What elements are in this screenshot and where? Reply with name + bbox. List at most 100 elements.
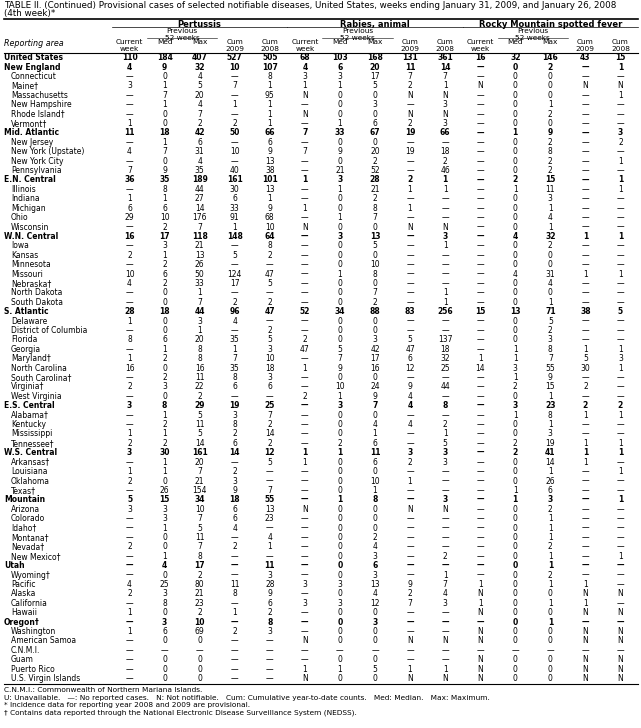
Text: 4: 4 xyxy=(232,317,237,325)
Text: —: — xyxy=(231,646,238,655)
Text: 1: 1 xyxy=(618,175,623,184)
Text: 5: 5 xyxy=(197,411,202,419)
Text: 2: 2 xyxy=(618,138,623,147)
Text: Cum
2009: Cum 2009 xyxy=(401,39,420,52)
Text: 32: 32 xyxy=(440,355,450,363)
Text: 0: 0 xyxy=(513,514,518,523)
Text: 20: 20 xyxy=(195,336,204,344)
Text: 1: 1 xyxy=(303,364,307,373)
Text: —: — xyxy=(126,458,133,467)
Text: 0: 0 xyxy=(338,486,342,495)
Text: 14: 14 xyxy=(195,204,204,213)
Text: 1: 1 xyxy=(267,110,272,119)
Text: 1: 1 xyxy=(338,213,342,222)
Text: 1: 1 xyxy=(548,523,553,533)
Text: —: — xyxy=(406,523,414,533)
Text: 5: 5 xyxy=(548,317,553,325)
Text: 2: 2 xyxy=(267,250,272,260)
Text: 4: 4 xyxy=(127,580,132,589)
Text: 7: 7 xyxy=(197,467,202,476)
Text: 55: 55 xyxy=(545,364,555,373)
Text: 9: 9 xyxy=(162,166,167,175)
Text: Wisconsin: Wisconsin xyxy=(11,223,49,232)
Text: 2: 2 xyxy=(197,608,202,617)
Text: —: — xyxy=(617,166,624,175)
Text: 0: 0 xyxy=(513,72,518,81)
Text: 9: 9 xyxy=(372,392,378,401)
Text: —: — xyxy=(231,674,238,683)
Text: 1: 1 xyxy=(618,448,623,457)
Text: —: — xyxy=(406,298,414,306)
Text: N: N xyxy=(583,627,588,636)
Text: —: — xyxy=(581,317,589,325)
Text: 1: 1 xyxy=(162,100,167,109)
Text: 1: 1 xyxy=(618,411,623,419)
Text: N: N xyxy=(407,674,413,683)
Text: 18: 18 xyxy=(159,307,170,316)
Text: N: N xyxy=(442,674,448,683)
Text: 1: 1 xyxy=(583,232,588,241)
Text: Montana†: Montana† xyxy=(11,533,49,542)
Text: 47: 47 xyxy=(265,269,275,279)
Text: —: — xyxy=(266,655,274,664)
Text: Minnesota: Minnesota xyxy=(11,260,51,269)
Text: —: — xyxy=(126,486,133,495)
Text: —: — xyxy=(301,260,309,269)
Text: —: — xyxy=(617,514,624,523)
Text: 3: 3 xyxy=(548,194,553,203)
Text: 27: 27 xyxy=(195,194,204,203)
Text: 1: 1 xyxy=(583,580,588,589)
Text: 0: 0 xyxy=(338,223,342,232)
Text: —: — xyxy=(406,514,414,523)
Text: —: — xyxy=(196,646,203,655)
Text: 9: 9 xyxy=(408,382,413,392)
Text: —: — xyxy=(441,411,449,419)
Text: —: — xyxy=(301,373,309,382)
Text: —: — xyxy=(406,411,414,419)
Text: 7: 7 xyxy=(197,514,202,523)
Text: 0: 0 xyxy=(338,204,342,213)
Text: N: N xyxy=(442,91,448,100)
Text: —: — xyxy=(301,571,309,579)
Text: 0: 0 xyxy=(372,110,378,119)
Text: 1: 1 xyxy=(338,665,342,673)
Text: 68: 68 xyxy=(265,213,274,222)
Text: 0: 0 xyxy=(372,223,378,232)
Text: 7: 7 xyxy=(197,542,202,551)
Text: C.N.M.I.: C.N.M.I. xyxy=(11,646,40,655)
Text: —: — xyxy=(231,110,238,119)
Text: 1: 1 xyxy=(197,288,202,298)
Text: 3: 3 xyxy=(513,364,518,373)
Text: 1: 1 xyxy=(548,420,553,429)
Text: 21: 21 xyxy=(370,185,379,194)
Text: —: — xyxy=(617,72,624,81)
Text: 3: 3 xyxy=(197,317,202,325)
Text: 8: 8 xyxy=(162,599,167,608)
Text: 1: 1 xyxy=(162,345,167,354)
Text: —: — xyxy=(301,194,309,203)
Text: N: N xyxy=(583,674,588,683)
Text: 4: 4 xyxy=(372,590,378,598)
Text: Nevada†: Nevada† xyxy=(11,542,44,551)
Text: 1: 1 xyxy=(618,157,623,166)
Text: 0: 0 xyxy=(513,63,518,71)
Text: 7: 7 xyxy=(232,355,237,363)
Text: 1: 1 xyxy=(583,439,588,448)
Text: 1: 1 xyxy=(338,269,342,279)
Text: Cum
2008: Cum 2008 xyxy=(611,39,630,52)
Text: —: — xyxy=(126,636,133,646)
Text: 3: 3 xyxy=(127,448,132,457)
Text: —: — xyxy=(476,269,484,279)
Text: —: — xyxy=(266,317,274,325)
Text: 0: 0 xyxy=(162,674,167,683)
Text: 1: 1 xyxy=(372,430,378,438)
Text: —: — xyxy=(476,448,484,457)
Text: 0: 0 xyxy=(513,336,518,344)
Text: 21: 21 xyxy=(335,166,345,175)
Text: 0: 0 xyxy=(338,533,342,542)
Text: 0: 0 xyxy=(162,392,167,401)
Text: 19: 19 xyxy=(229,401,240,411)
Text: —: — xyxy=(231,242,238,250)
Text: Kansas: Kansas xyxy=(11,250,38,260)
Text: 1: 1 xyxy=(513,355,518,363)
